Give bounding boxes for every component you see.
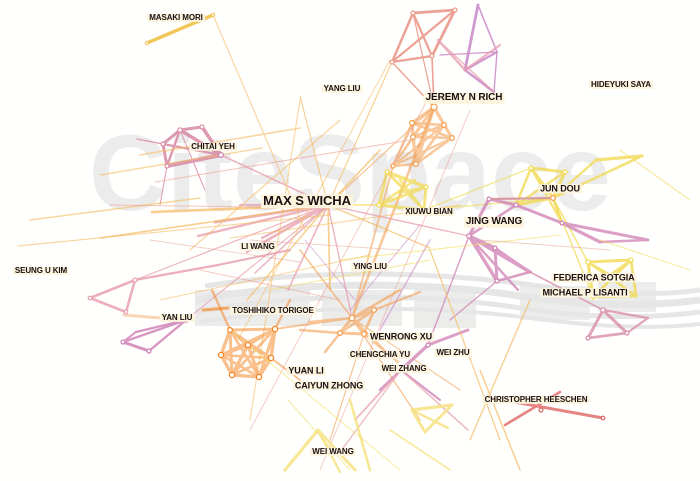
graph-node[interactable] [562,169,568,175]
author-label-michael-p-lisanti[interactable]: MICHAEL P LISANTI [540,287,630,298]
edge-group-thin-yellow [229,149,691,471]
author-label-xiuwu-bian[interactable]: XIUWU BIAN [403,206,455,217]
author-label-wei-zhu[interactable]: WEI ZHU [434,347,472,358]
graph-node[interactable] [390,163,396,169]
author-label-wei-wang[interactable]: WEI WANG [310,446,356,457]
edge-group-max-wicha [134,154,470,321]
graph-node[interactable] [361,331,368,338]
graph-node[interactable] [348,314,356,322]
graph-node[interactable] [600,307,606,313]
graph-node[interactable] [492,245,498,251]
graph-node[interactable] [494,278,500,284]
graph-node[interactable] [441,121,448,128]
graph-node[interactable] [123,309,129,315]
graph-node[interactable] [177,127,183,133]
graph-node[interactable] [538,407,544,413]
author-label-wei-zhang[interactable]: WEI ZHANG [379,363,429,374]
author-label-chitai-yeh[interactable]: CHITAI YEH [189,141,237,152]
graph-node[interactable] [410,10,416,16]
author-label-jun-dou[interactable]: JUN DOU [538,183,582,194]
graph-node[interactable] [452,7,458,13]
graph-node[interactable] [628,257,634,263]
author-label-caiyun-zhong[interactable]: CAIYUN ZHONG [292,380,366,391]
graph-node[interactable] [144,40,150,46]
graph-node[interactable] [164,163,170,169]
graph-node[interactable] [409,119,416,126]
edge-group-left-pink [88,249,291,314]
edge-group-xiuwu-bian [327,167,554,212]
edge-group-jing-wang [427,197,650,346]
graph-node[interactable] [449,135,456,142]
edge-group-yan-liu [121,318,188,353]
graph-node[interactable] [429,53,435,59]
author-label-jeremy-n-rich[interactable]: JEREMY N RICH [423,91,505,104]
graph-node[interactable] [423,184,429,190]
graph-node[interactable] [267,354,275,362]
graph-node[interactable] [371,307,378,314]
author-label-masaki-mori[interactable]: MASAKI MORI [147,12,205,23]
graph-node[interactable] [199,124,205,130]
graph-node[interactable] [244,341,252,349]
graph-node[interactable] [218,152,225,159]
author-label-yan-liu[interactable]: YAN LIU [159,312,195,323]
author-label-max-s-wicha[interactable]: MAX S WICHA [261,193,353,209]
graph-node[interactable] [160,141,166,147]
graph-node[interactable] [410,134,417,141]
graph-node[interactable] [227,327,234,334]
graph-node[interactable] [600,415,606,421]
author-label-toshihiko-torigoe[interactable]: TOSHIHIKO TORIGOE [230,305,316,316]
author-label-li-wang[interactable]: LI WANG [239,241,277,252]
author-label-hideyuki-saya[interactable]: HIDEYUKI SAYA [589,79,653,90]
graph-node[interactable] [549,195,556,202]
graph-node[interactable] [528,165,534,171]
author-label-ying-liu[interactable]: YING LIU [351,261,389,272]
author-label-seung-u-kim[interactable]: SEUNG U KIM [12,265,70,276]
graph-node[interactable] [466,233,472,239]
graph-node[interactable] [210,12,216,18]
graph-node[interactable] [217,351,225,359]
author-label-christopher-heeschen[interactable]: CHRISTOPHER HEESCHEN [482,394,590,405]
graph-node[interactable] [120,339,126,345]
graph-node[interactable] [389,59,395,65]
graph-node[interactable] [425,342,431,348]
graph-node[interactable] [430,103,438,111]
author-label-federica-sotgia[interactable]: FEDERICA SOTGIA [551,272,637,283]
graph-node[interactable] [559,220,565,226]
graph-node[interactable] [585,259,591,265]
graph-node[interactable] [337,330,344,337]
graph-node[interactable] [624,330,630,336]
graph-node[interactable] [271,325,279,333]
graph-node[interactable] [132,277,138,283]
graph-node[interactable] [146,348,152,354]
author-label-yuan-li[interactable]: YUAN LI [286,365,326,376]
graph-node[interactable] [376,202,382,208]
edge-group-bottom-yellow [283,398,454,474]
graph-node[interactable] [486,196,492,202]
author-label-jing-wang[interactable]: JING WANG [463,215,525,228]
author-label-wenrong-xu[interactable]: WENRONG XU [367,331,435,342]
author-label-chengchia-yu[interactable]: CHENGCHIA YU [347,349,413,360]
graph-node[interactable] [255,373,263,381]
graph-node[interactable] [384,169,390,175]
edge-group-orchid-upper [439,3,499,94]
edge-group-chitai-yeh [136,125,223,206]
graph-node[interactable] [87,295,93,301]
graph-node[interactable] [513,202,519,208]
graph-node[interactable] [228,371,236,379]
graph-nodes [87,7,634,421]
graph-node[interactable] [585,335,591,341]
author-label-yang-liu[interactable]: YANG LIU [321,83,363,94]
graph-node[interactable] [413,161,420,168]
